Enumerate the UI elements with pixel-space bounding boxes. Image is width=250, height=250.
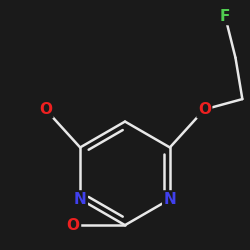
Text: O: O — [198, 102, 211, 117]
Text: F: F — [220, 9, 230, 24]
Text: O: O — [39, 102, 52, 117]
Text: N: N — [74, 192, 86, 207]
Text: N: N — [164, 192, 176, 207]
Text: O: O — [67, 218, 80, 233]
